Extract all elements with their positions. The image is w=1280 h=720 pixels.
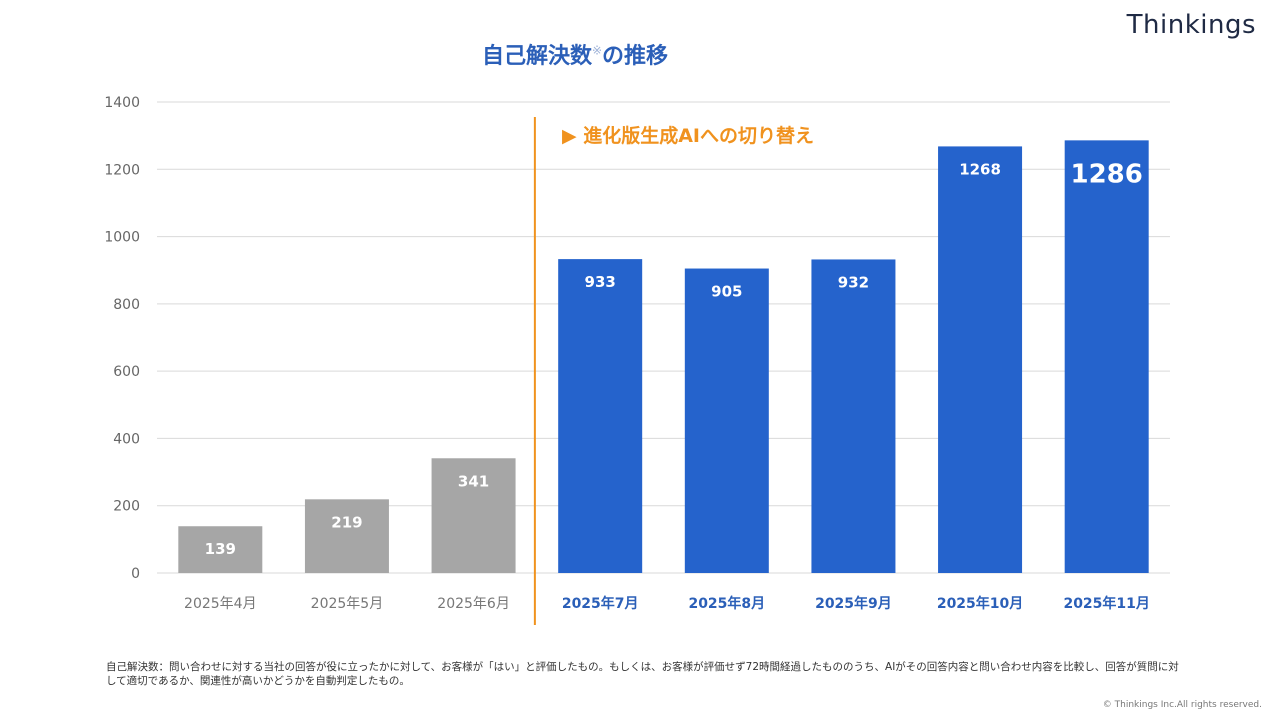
x-tick-label: 2025年6月 <box>437 596 510 612</box>
x-tick-label: 2025年9月 <box>815 595 892 612</box>
x-tick-label: 2025年4月 <box>184 596 257 612</box>
thinkings-logo: Thinkings <box>1126 10 1256 40</box>
data-label: 341 <box>458 472 489 490</box>
bar <box>558 259 643 573</box>
data-label: 219 <box>331 513 362 531</box>
x-tick-label: 2025年5月 <box>311 596 384 612</box>
annotation-label: ▶ 進化版生成AIへの切り替え <box>562 124 814 147</box>
bar <box>304 499 389 573</box>
footnote: 自己解決数：問い合わせに対する当社の回答が役に立ったかに対して、お客様が「はい」… <box>106 661 1179 687</box>
data-label: 933 <box>585 273 616 291</box>
y-tick-label: 1000 <box>104 230 140 246</box>
bar <box>431 458 516 573</box>
x-tick-label: 2025年10月 <box>937 595 1023 612</box>
y-tick-label: 400 <box>113 431 140 447</box>
data-label: 1286 <box>1071 159 1143 189</box>
title-footnote-mark: ※ <box>591 43 603 58</box>
bar <box>938 146 1023 573</box>
y-tick-label: 200 <box>113 499 140 515</box>
data-label: 139 <box>205 540 236 558</box>
bar <box>178 526 263 573</box>
x-tick-label: 2025年11月 <box>1063 595 1149 612</box>
bar <box>811 259 896 573</box>
y-tick-label: 1200 <box>104 162 140 178</box>
y-tick-label: 800 <box>113 297 140 313</box>
y-tick-label: 0 <box>131 566 140 582</box>
bar <box>684 268 769 573</box>
data-label: 905 <box>711 283 742 301</box>
data-label: 932 <box>838 273 869 291</box>
x-tick-label: 2025年8月 <box>688 595 765 612</box>
bar <box>1064 140 1149 574</box>
y-tick-label: 600 <box>113 364 140 380</box>
x-tick-label: 2025年7月 <box>562 595 639 612</box>
title-suffix: の推移 <box>602 44 669 69</box>
copyright: © Thinkings Inc.All rights reserved. <box>1102 700 1262 710</box>
chart-title: 自己解決数※の推移 <box>0 38 1150 70</box>
title-main: 自己解決数 <box>481 44 592 69</box>
y-tick-label: 1400 <box>104 95 140 111</box>
data-label: 1268 <box>959 160 1001 178</box>
